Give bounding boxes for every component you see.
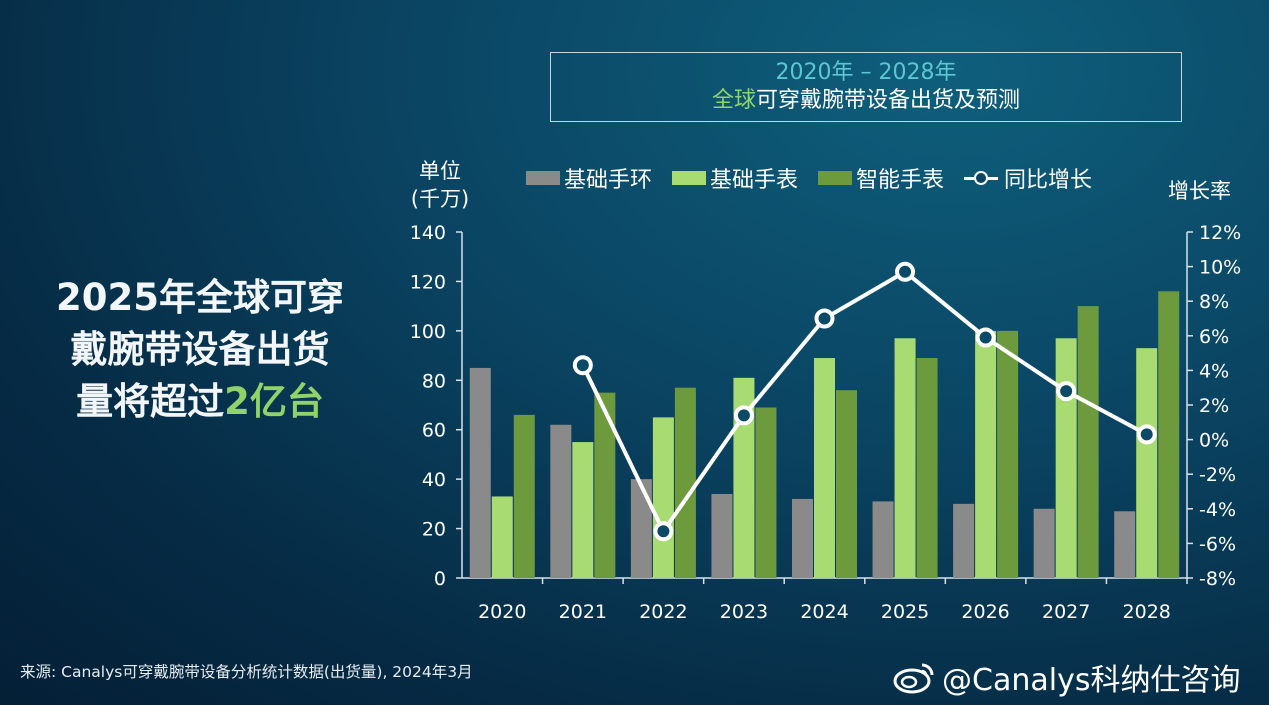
left-axis-unit-line-2: (千万): [410, 187, 470, 211]
chart-legend: 基础手环 基础手表 智能手表 同比增长: [526, 162, 1112, 194]
x-tick-label: 2026: [961, 601, 1009, 623]
y-right-tick-label: 2%: [1199, 395, 1229, 417]
growth-line: [581, 269, 1148, 534]
chart-title-years: 2020年 – 2028年: [775, 60, 957, 85]
y-left-tick-label: 0: [434, 568, 446, 590]
y-left-tick-label: 60: [422, 420, 446, 442]
growth-point: [975, 327, 996, 348]
chart-title-box: 2020年 – 2028年 全球可穿戴腕带设备出货及预测: [550, 52, 1182, 122]
y-left-tick-label: 140: [410, 222, 446, 244]
y-right-tick-label: 6%: [1199, 326, 1229, 348]
bar-basic-band: [711, 493, 733, 578]
left-axis-unit-line-1: 单位: [419, 159, 461, 183]
weibo-icon: [893, 663, 934, 694]
bar-basic-band: [953, 503, 975, 578]
y-left-tick-label: 20: [422, 519, 446, 541]
growth-point: [1136, 424, 1157, 445]
bar-basic-watch: [491, 496, 513, 578]
y-right-tick-label: 4%: [1199, 360, 1229, 382]
y-right-tick-label: 10%: [1199, 257, 1241, 279]
x-tick-label: 2023: [720, 601, 768, 623]
bar-basic-watch: [1136, 348, 1158, 578]
bar-smart-watch: [997, 330, 1019, 578]
bar-smart-watch: [916, 358, 938, 578]
chart-title: 全球可穿戴腕带设备出货及预测: [551, 87, 1181, 115]
bar-smart-watch: [594, 392, 616, 578]
bar-smart-watch: [674, 387, 696, 578]
bar-basic-band: [550, 424, 572, 578]
bar-smart-watch: [755, 407, 777, 578]
bar-smart-watch: [513, 414, 535, 578]
bar-smart-watch: [1077, 306, 1099, 578]
right-axis-label: 增长率: [1168, 179, 1231, 203]
growth-point: [733, 405, 754, 426]
bar-basic-band: [792, 498, 813, 578]
y-left-tick-label: 40: [422, 469, 446, 491]
legend-label-growth: 同比增长: [1004, 168, 1093, 193]
bar-basic-watch: [894, 338, 916, 578]
chart-title-rest: 可穿戴腕带设备出货及预测: [756, 88, 1021, 113]
y-right-tick-label: -2%: [1199, 464, 1236, 486]
x-tick-label: 2022: [639, 601, 687, 623]
x-tick-label: 2028: [1123, 601, 1171, 623]
bar-basic-watch: [975, 330, 997, 578]
headline-line-3-prefix: 量将超过: [76, 380, 225, 423]
headline-line-1: 2025年全球可穿: [56, 276, 344, 319]
y-right-tick-label: 8%: [1199, 291, 1229, 313]
headline-highlight: 2亿台: [224, 380, 324, 423]
growth-point: [814, 308, 835, 329]
legend-item-basic-band: 基础手环: [526, 162, 652, 194]
legend-swatch-smart-watch: [818, 171, 853, 185]
bar-basic-band: [469, 367, 491, 578]
legend-swatch-basic-watch: [672, 171, 707, 185]
x-tick-label: 2024: [800, 601, 848, 623]
source-note: 来源: Canalys可穿戴腕带设备分析统计数据(出货量), 2024年3月: [20, 663, 473, 681]
bar-basic-band: [872, 501, 894, 578]
bar-smart-watch: [1158, 291, 1180, 578]
bar-basic-band: [630, 479, 652, 578]
x-tick-label: 2027: [1042, 601, 1090, 623]
y-left-tick-label: 120: [410, 271, 446, 293]
bar-basic-watch: [733, 377, 755, 578]
left-axis-unit: 单位 (千万): [398, 157, 482, 213]
x-tick-label: 2021: [559, 601, 607, 623]
x-tick-label: 2025: [881, 601, 929, 623]
y-right-tick-label: -4%: [1199, 499, 1236, 521]
bar-basic-watch: [652, 417, 674, 578]
growth-point: [653, 521, 674, 542]
y-right-tick-label: -8%: [1199, 568, 1236, 590]
y-left-tick-label: 80: [422, 370, 446, 392]
growth-point: [572, 355, 593, 376]
y-right-tick-label: 0%: [1199, 430, 1229, 452]
legend-label-basic-band: 基础手环: [564, 168, 653, 193]
y-right-tick-label: 12%: [1199, 222, 1241, 244]
y-right-tick-label: -6%: [1199, 533, 1236, 555]
legend-swatch-growth: [964, 171, 999, 185]
legend-item-growth: 同比增长: [964, 162, 1092, 194]
headline-line-2: 戴腕带设备出货: [70, 328, 330, 371]
watermark: @Canalys科纳仕咨询: [892, 655, 1240, 699]
bar-basic-watch: [814, 358, 835, 578]
y-left-tick-label: 100: [410, 321, 446, 343]
bar-basic-band: [1114, 511, 1136, 578]
legend-item-basic-watch: 基础手表: [672, 162, 798, 194]
legend-item-smart-watch: 智能手表: [818, 162, 944, 194]
growth-point: [1056, 381, 1077, 402]
legend-swatch-basic-band: [526, 171, 560, 185]
bar-basic-watch: [1055, 338, 1077, 578]
headline-line-3: 量将超过2亿台: [20, 376, 380, 428]
growth-point: [895, 261, 916, 282]
x-tick-label: 2020: [478, 601, 526, 623]
bar-basic-band: [1033, 508, 1055, 578]
bar-basic-watch: [572, 442, 594, 578]
chart-title-highlight: 全球: [711, 88, 756, 113]
legend-label-basic-watch: 基础手表: [710, 168, 799, 193]
headline: 2025年全球可穿 戴腕带设备出货 量将超过2亿台: [20, 272, 380, 428]
watermark-text: @Canalys科纳仕咨询: [942, 663, 1241, 698]
bar-smart-watch: [836, 390, 857, 578]
legend-label-smart-watch: 智能手表: [856, 168, 945, 193]
